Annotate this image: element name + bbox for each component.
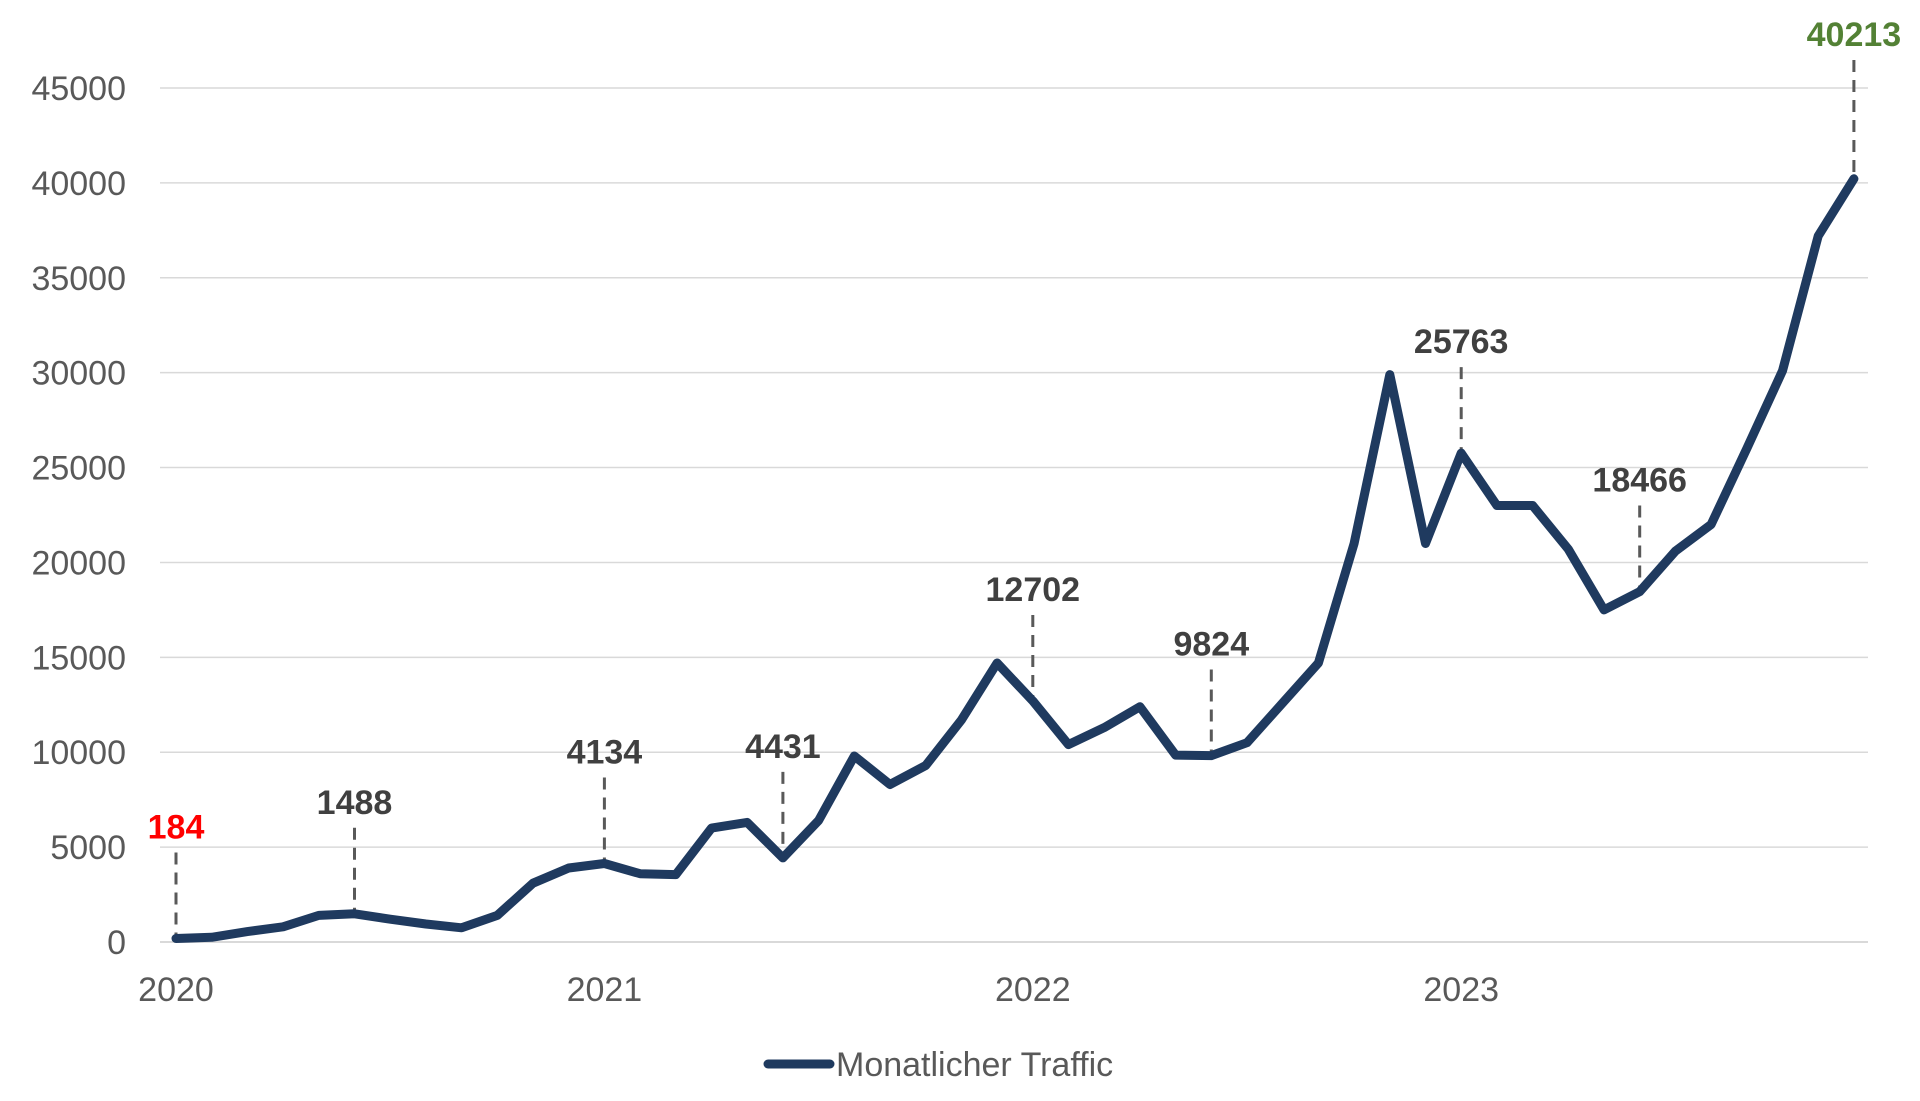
y-tick-label-40000: 40000 xyxy=(31,165,126,203)
y-tick-label-5000: 5000 xyxy=(50,829,126,867)
annotation-label-4134: 4134 xyxy=(567,734,643,772)
series-line-monatlicher-traffic xyxy=(171,174,1859,943)
legend-label-monatlicher-traffic: Monatlicher Traffic xyxy=(836,1046,1113,1084)
x-tick-label-2022: 2022 xyxy=(995,971,1071,1009)
annotation-label-40213: 40213 xyxy=(1807,16,1902,54)
x-axis: 2020 2021 2022 2023 xyxy=(138,941,1868,1009)
y-tick-label-45000: 45000 xyxy=(31,70,126,108)
y-tick-label-20000: 20000 xyxy=(31,544,126,582)
annotation-label-184: 184 xyxy=(148,809,205,847)
y-axis-tick-labels: 0 5000 10000 15000 20000 25000 30000 35000 40000… xyxy=(31,70,126,962)
annotation-labels: 184 1488 4134 4431 12702 9824 25763 18466 40213 xyxy=(148,16,1902,847)
y-tick-label-10000: 10000 xyxy=(31,734,126,772)
grid-lines xyxy=(160,87,1868,848)
y-tick-label-25000: 25000 xyxy=(31,450,126,488)
annotation-label-4431: 4431 xyxy=(745,728,821,766)
y-tick-label-0: 0 xyxy=(107,924,126,962)
x-tick-label-2023: 2023 xyxy=(1423,971,1499,1009)
x-tick-label-2021: 2021 xyxy=(567,971,643,1009)
x-tick-label-2020: 2020 xyxy=(138,971,214,1009)
annotation-leader-lines xyxy=(174,60,1856,939)
annotation-label-18466: 18466 xyxy=(1592,462,1687,500)
annotation-label-25763: 25763 xyxy=(1414,323,1509,361)
series-lines xyxy=(171,174,1859,943)
annotation-label-9824: 9824 xyxy=(1173,626,1249,664)
y-tick-label-35000: 35000 xyxy=(31,260,126,298)
y-tick-label-15000: 15000 xyxy=(31,639,126,677)
y-tick-label-30000: 30000 xyxy=(31,355,126,393)
annotation-label-1488: 1488 xyxy=(317,784,393,822)
legend: Monatlicher Traffic xyxy=(763,1046,1113,1084)
annotation-label-12702: 12702 xyxy=(986,571,1081,609)
